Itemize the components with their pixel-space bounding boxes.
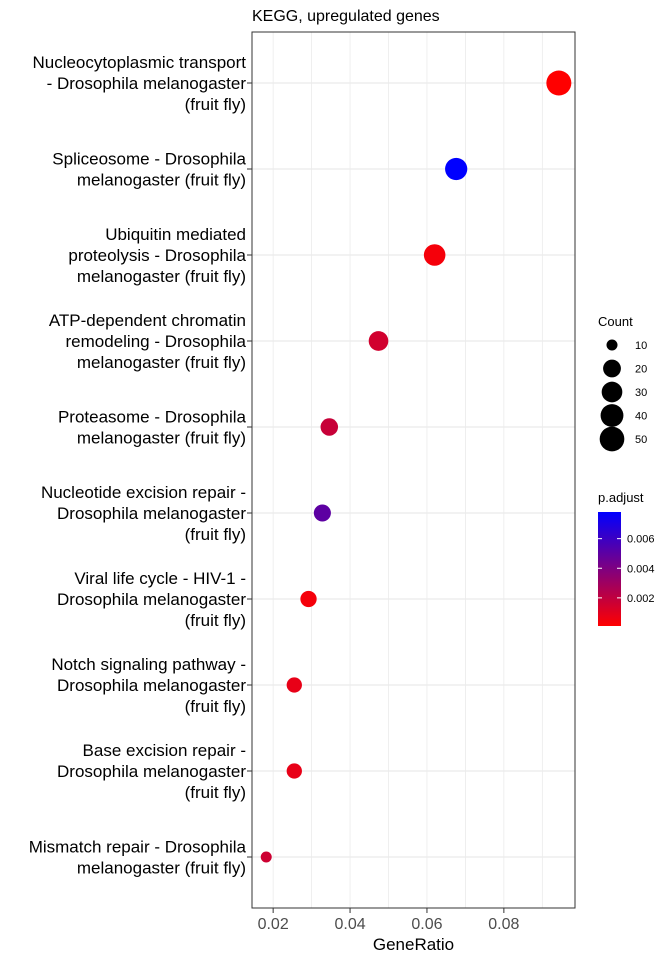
y-category-label: (fruit fly) — [185, 95, 246, 114]
y-category-label: Ubiquitin mediated — [105, 225, 246, 244]
y-category-label: (fruit fly) — [185, 697, 246, 716]
count-legend-label: 40 — [635, 411, 647, 423]
data-point — [546, 70, 572, 96]
y-category-label: remodeling - Drosophila — [66, 332, 247, 351]
data-points — [260, 70, 572, 863]
y-category-label: Notch signaling pathway - — [51, 655, 246, 674]
count-legend-key — [601, 381, 623, 403]
data-point — [313, 504, 331, 522]
count-legend: Count 10 20 30 40 50 — [598, 314, 647, 452]
y-category-label: melanogaster (fruit fly) — [77, 267, 246, 286]
count-legend-key — [606, 339, 618, 351]
y-category-label: (fruit fly) — [185, 525, 246, 544]
colorbar-tick-label: 0.006 — [627, 534, 655, 546]
y-category-label: (fruit fly) — [185, 611, 246, 630]
p-adjust-colorbar — [598, 512, 621, 626]
data-point — [300, 590, 317, 608]
y-axis-category-labels: Nucleocytoplasmic transport - Drosophila … — [29, 53, 252, 878]
y-category-label: melanogaster (fruit fly) — [77, 171, 246, 190]
y-category-label: ATP-dependent chromatin — [49, 311, 246, 330]
data-point — [320, 418, 339, 436]
data-point — [368, 331, 389, 351]
data-point — [286, 763, 302, 779]
count-legend-label: 10 — [635, 340, 647, 352]
y-category-label: Drosophila melanogaster — [57, 762, 246, 781]
y-category-label: melanogaster (fruit fly) — [77, 353, 246, 372]
x-axis-title: GeneRatio — [373, 935, 454, 954]
count-legend-key — [600, 404, 624, 427]
x-tick-label: 0.08 — [488, 916, 519, 933]
chart-title: KEGG, upregulated genes — [252, 8, 440, 25]
data-point — [423, 244, 446, 266]
colorbar-tick-label: 0.002 — [627, 593, 655, 605]
y-category-label: Spliceosome - Drosophila — [52, 150, 246, 169]
y-category-label: Drosophila melanogaster — [57, 590, 246, 609]
count-legend-key — [603, 359, 621, 378]
x-axis: 0.02 0.04 0.06 0.08 — [258, 908, 520, 933]
count-legend-label: 20 — [635, 364, 647, 376]
count-legend-label: 30 — [635, 387, 647, 399]
y-category-label: proteolysis - Drosophila — [68, 246, 246, 265]
y-category-label: Base excision repair - — [83, 741, 246, 760]
y-category-label: Nucleocytoplasmic transport — [32, 53, 246, 72]
grid-lines — [252, 32, 575, 908]
y-category-label: Viral life cycle - HIV-1 - — [74, 569, 246, 588]
y-category-label: - Drosophila melanogaster — [47, 74, 247, 93]
count-legend-key — [599, 426, 625, 452]
x-tick-label: 0.04 — [334, 916, 365, 933]
data-point — [286, 677, 302, 693]
p-adjust-legend-title: p.adjust — [598, 490, 644, 505]
y-category-label: Nucleotide excision repair - — [41, 483, 246, 502]
count-legend-title: Count — [598, 314, 633, 329]
plot-panel-border — [251, 31, 576, 909]
y-category-label: Drosophila melanogaster — [57, 676, 246, 695]
x-tick-label: 0.02 — [258, 916, 289, 933]
y-category-label: Drosophila melanogaster — [57, 504, 246, 523]
p-adjust-legend: p.adjust 0.002 0.004 0.006 — [598, 490, 655, 626]
y-category-label: Proteasome - Drosophila — [58, 408, 247, 427]
data-point — [260, 851, 272, 863]
y-category-label: melanogaster (fruit fly) — [77, 859, 246, 878]
data-point — [445, 157, 468, 181]
count-legend-label: 50 — [635, 434, 647, 446]
colorbar-tick-label: 0.004 — [627, 563, 655, 575]
y-category-label: melanogaster (fruit fly) — [77, 429, 246, 448]
y-category-label: (fruit fly) — [185, 783, 246, 802]
y-category-label: Mismatch repair - Drosophila — [29, 838, 247, 857]
x-tick-label: 0.06 — [411, 916, 442, 933]
